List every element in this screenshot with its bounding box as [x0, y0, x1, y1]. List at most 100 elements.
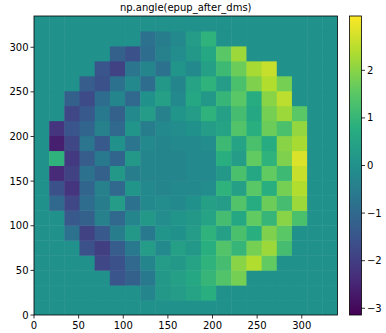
cell [307, 240, 323, 255]
cell [216, 76, 232, 91]
cell [34, 91, 50, 106]
cell [186, 136, 202, 151]
cell [140, 61, 156, 76]
cell [80, 31, 96, 46]
cell [246, 240, 262, 255]
cell [64, 180, 80, 195]
cell [216, 225, 232, 240]
cell [64, 300, 80, 315]
cell [307, 225, 323, 240]
cell [186, 31, 202, 46]
cell [95, 16, 111, 31]
cell [201, 76, 217, 91]
cell [95, 136, 111, 151]
cell [110, 91, 126, 106]
cell [307, 31, 323, 46]
cell [262, 285, 278, 300]
cell [140, 255, 156, 270]
cell [201, 225, 217, 240]
colorbar-tick-label: −3 [367, 303, 382, 314]
cell [292, 106, 308, 121]
cell [322, 180, 337, 195]
cell [80, 76, 96, 91]
cell [95, 61, 111, 76]
cell [125, 91, 141, 106]
cell [80, 91, 96, 106]
cell [49, 210, 65, 225]
cell [125, 151, 141, 166]
cell [125, 240, 141, 255]
cell [110, 255, 126, 270]
cell [49, 106, 65, 121]
cell [110, 61, 126, 76]
cell [231, 76, 247, 91]
cell [125, 136, 141, 151]
cell [34, 240, 50, 255]
cell [277, 76, 293, 91]
cell [307, 136, 323, 151]
cell [292, 240, 308, 255]
cell [110, 285, 126, 300]
cell [155, 106, 171, 121]
cell [246, 91, 262, 106]
cell [171, 285, 187, 300]
cell [231, 285, 247, 300]
cell [95, 121, 111, 136]
cell [49, 46, 65, 61]
cell [186, 106, 202, 121]
cell [95, 180, 111, 195]
cell [110, 16, 126, 31]
y-tick [31, 270, 35, 271]
cell [277, 61, 293, 76]
cell [322, 76, 337, 91]
cell [216, 195, 232, 210]
cell [292, 91, 308, 106]
cell [246, 255, 262, 270]
cell [125, 76, 141, 91]
cell [216, 136, 232, 151]
cell [140, 210, 156, 225]
cell [201, 195, 217, 210]
cell [49, 61, 65, 76]
x-tick-label: 100 [114, 320, 133, 331]
cell [125, 31, 141, 46]
cell [322, 225, 337, 240]
y-tick [31, 136, 35, 137]
cell [262, 76, 278, 91]
cell [140, 136, 156, 151]
cell [292, 136, 308, 151]
cell [277, 225, 293, 240]
cell [64, 106, 80, 121]
cell [231, 136, 247, 151]
x-tick [167, 315, 168, 319]
cell [64, 31, 80, 46]
cell [110, 151, 126, 166]
cell [34, 31, 50, 46]
cell [140, 76, 156, 91]
x-tick-label: 0 [31, 320, 37, 331]
cell [171, 91, 187, 106]
cell [95, 151, 111, 166]
cell [292, 151, 308, 166]
cell [262, 255, 278, 270]
cell [262, 136, 278, 151]
cell [186, 91, 202, 106]
cell [292, 166, 308, 181]
cell [49, 225, 65, 240]
cell [49, 151, 65, 166]
cell [307, 121, 323, 136]
y-tick-label: 100 [9, 220, 28, 231]
cell [64, 46, 80, 61]
cell [64, 255, 80, 270]
cell [231, 166, 247, 181]
cell [216, 46, 232, 61]
cell [155, 136, 171, 151]
cell [140, 121, 156, 136]
cell [292, 76, 308, 91]
cell [110, 270, 126, 285]
cell [322, 31, 337, 46]
cell [216, 210, 232, 225]
cell [216, 240, 232, 255]
cell [322, 91, 337, 106]
cell [95, 31, 111, 46]
